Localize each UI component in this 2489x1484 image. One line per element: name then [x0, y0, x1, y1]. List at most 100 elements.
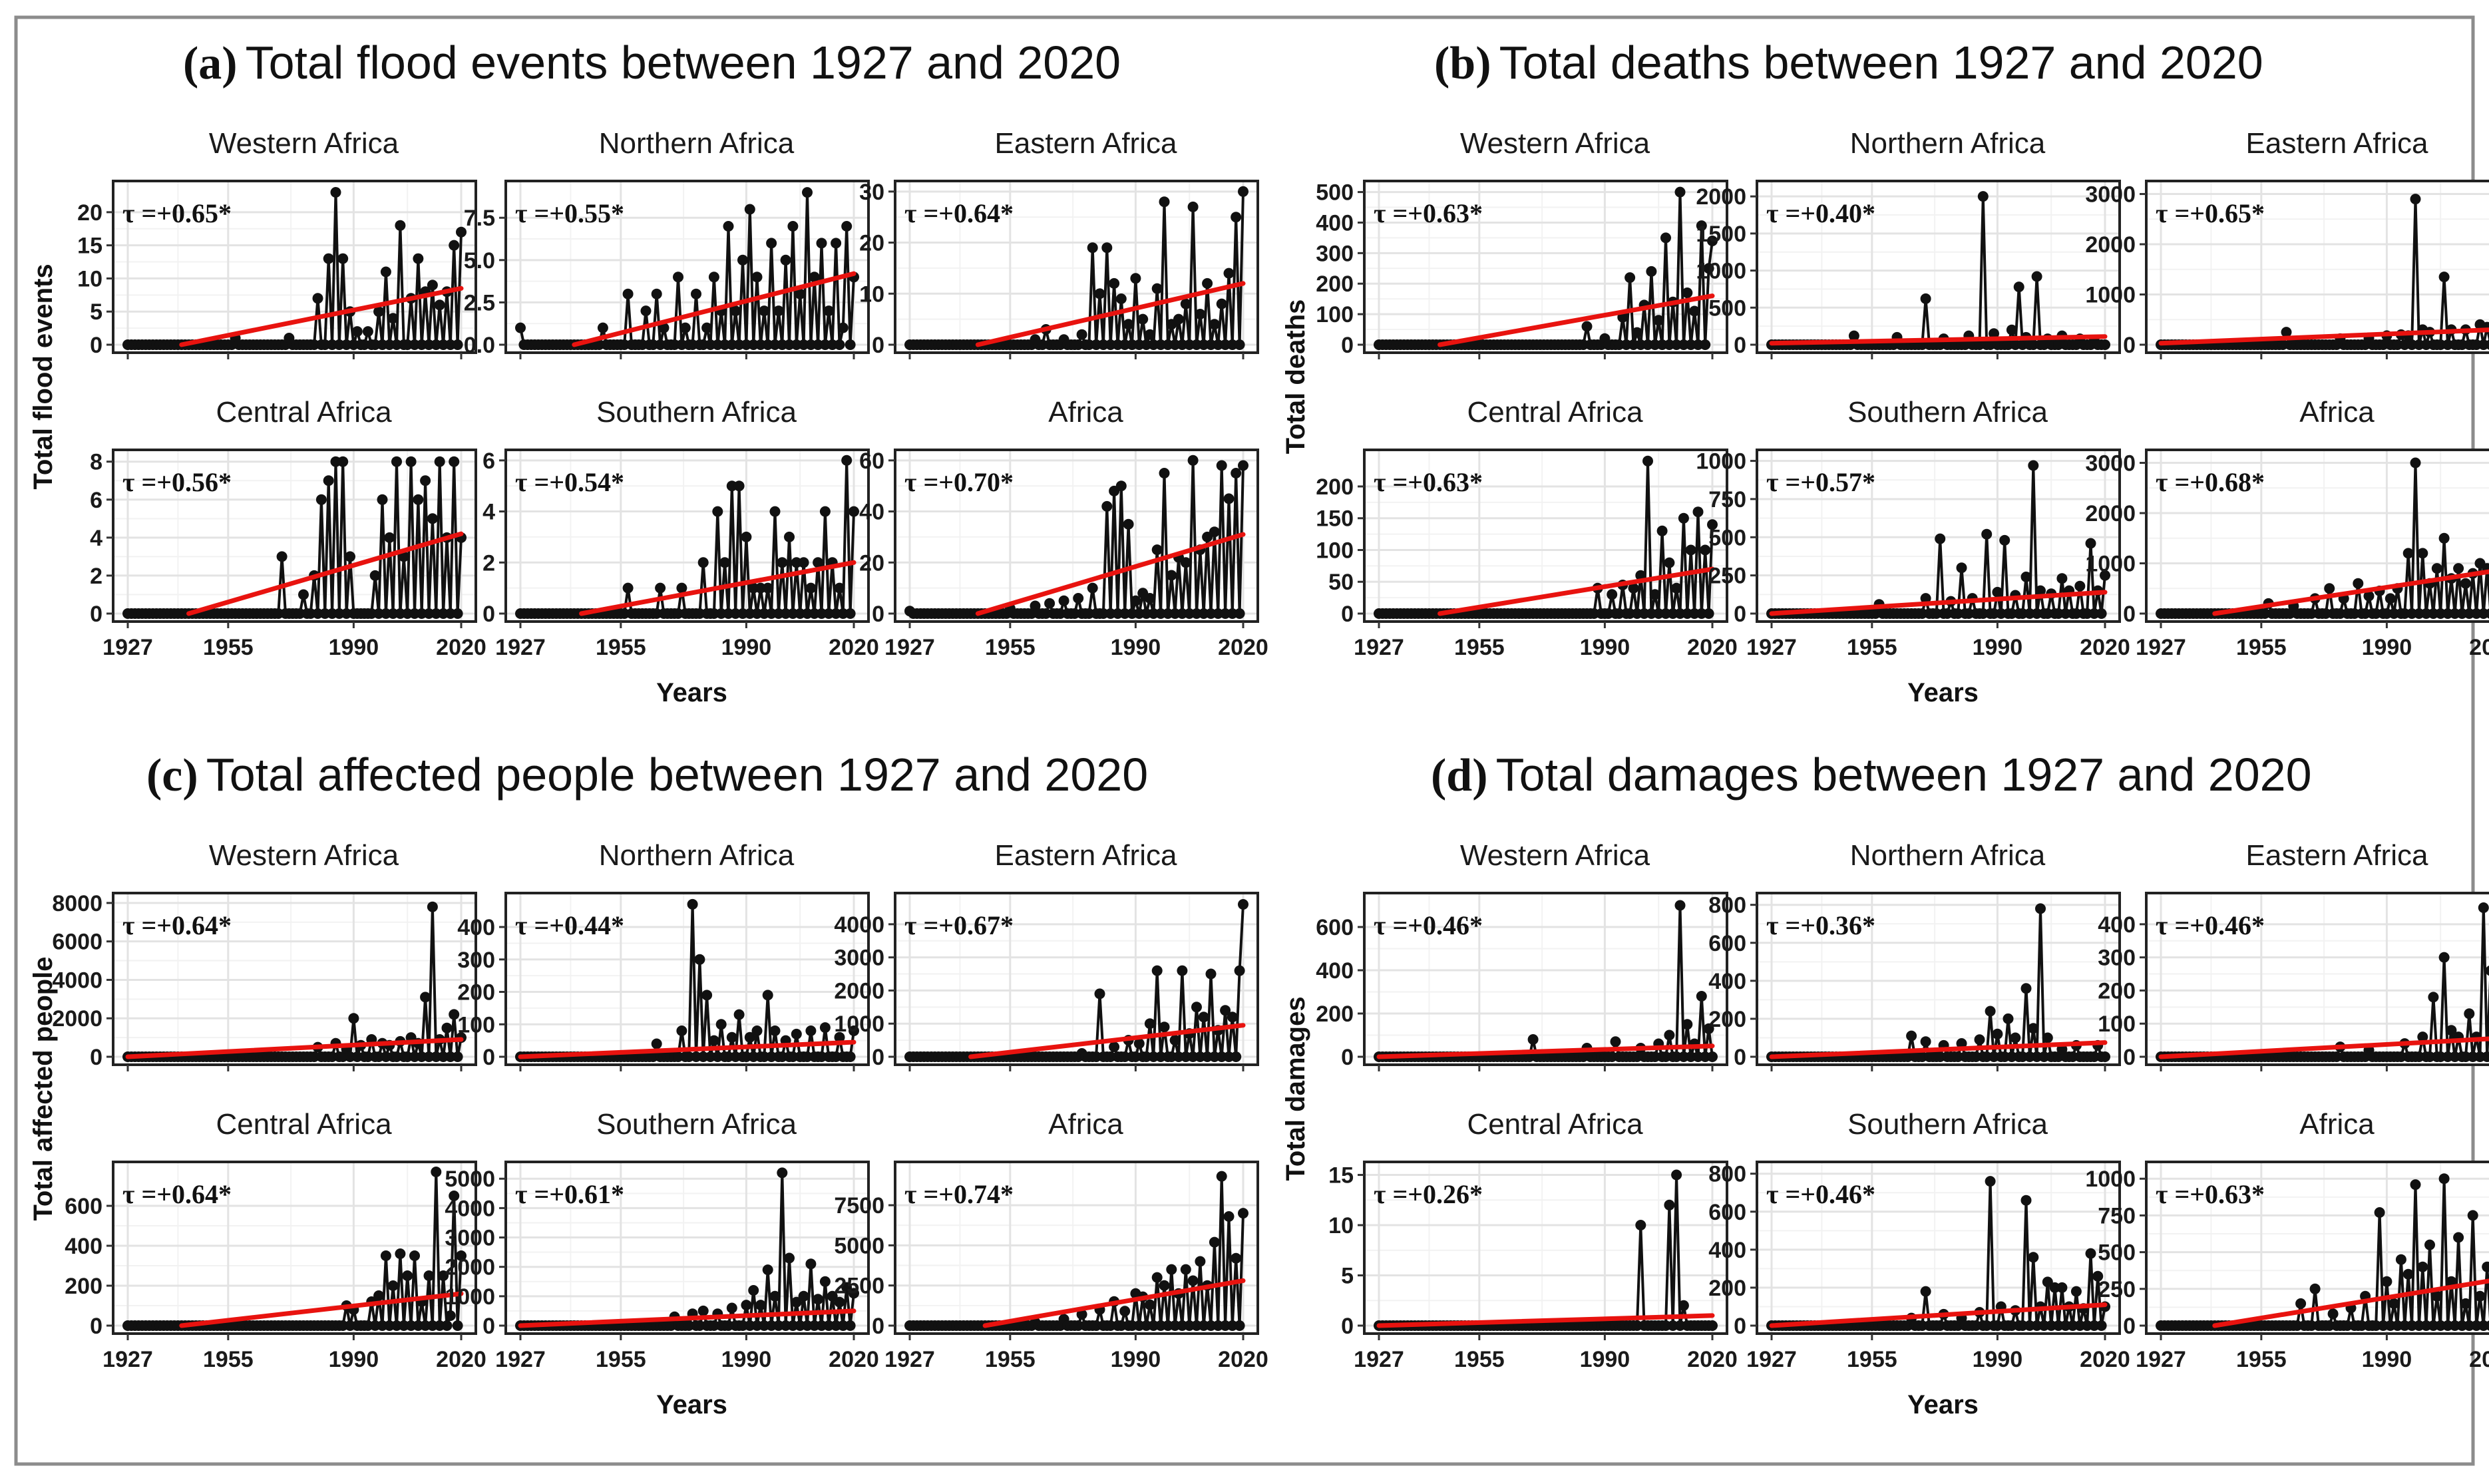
data-point — [413, 253, 424, 264]
y-tick-label: 5 — [1341, 1264, 1354, 1289]
section-label: (d) — [1431, 750, 1488, 801]
data-point — [1209, 526, 1220, 538]
data-point — [391, 456, 402, 467]
data-point — [2474, 1290, 2486, 1302]
data-point — [1109, 278, 1120, 289]
tau-annotation: τ =+0.46* — [2156, 910, 2265, 940]
y-tick-label: 600 — [1316, 915, 1354, 940]
tau-annotation: τ =+0.57* — [1766, 467, 1875, 497]
data-point — [1920, 1286, 1931, 1297]
y-tick-label: 800 — [1708, 893, 1746, 918]
x-tick-label: 1990 — [1973, 635, 2023, 660]
y-tick-label: 40 — [859, 500, 884, 525]
data-point — [841, 455, 853, 466]
data-point — [1144, 593, 1155, 604]
trend-line — [572, 271, 857, 347]
y-tick-label: 0 — [1341, 333, 1354, 358]
trend-line — [186, 531, 464, 616]
data-point — [452, 1051, 463, 1062]
data-point — [1977, 191, 1989, 202]
data-point — [1180, 557, 1191, 568]
data-point — [2453, 1232, 2464, 1243]
data-point — [413, 494, 424, 505]
x-axis-title: Years — [1907, 1390, 1979, 1419]
data-point — [655, 582, 666, 594]
x-axis-title: Years — [656, 1390, 727, 1419]
y-tick-label: 2 — [482, 550, 495, 576]
data-point — [2056, 573, 2068, 584]
data-point — [834, 582, 845, 594]
y-axis-title: Total damages — [1281, 996, 1310, 1181]
panel-flood-events-northern-africa: 0.0 2.5 5.0 7.5 τ =+0.55* Northern Africa — [464, 127, 870, 359]
x-tick-label: 1927 — [102, 635, 153, 660]
data-point — [2381, 1276, 2393, 1287]
data-point — [1906, 1030, 1917, 1041]
trend-line — [1437, 293, 1715, 347]
tau-annotation: τ =+0.67* — [904, 910, 1014, 940]
data-point — [697, 557, 709, 568]
y-tick-label: 2500 — [834, 1274, 884, 1299]
data-point — [1101, 500, 1113, 512]
data-point — [834, 1296, 845, 1308]
y-tick-label: 400 — [1708, 1238, 1746, 1263]
x-tick-label: 1955 — [596, 635, 646, 660]
y-tick-label: 750 — [1708, 487, 1746, 512]
data-point — [2417, 1261, 2428, 1272]
data-point — [2446, 1276, 2457, 1287]
data-point — [2464, 1008, 2475, 1020]
x-tick-label: 1955 — [1454, 635, 1505, 660]
panel-title: Eastern Africa — [2246, 839, 2428, 872]
data-point — [845, 1320, 856, 1331]
data-point — [423, 1270, 435, 1281]
y-tick-label: 8000 — [52, 891, 102, 916]
data-point — [691, 288, 701, 299]
data-point — [697, 1305, 709, 1316]
data-point — [337, 456, 349, 467]
trend-line — [125, 1037, 464, 1059]
y-tick-label: 0 — [1734, 333, 1746, 358]
x-tick-label: 1955 — [1847, 635, 1897, 660]
y-tick-label: 0 — [1734, 1045, 1746, 1070]
y-tick-label: 400 — [1708, 969, 1746, 994]
data-point — [769, 1290, 781, 1302]
figure-frame — [14, 15, 2475, 1466]
data-point — [1678, 1300, 1689, 1311]
trend-line — [518, 1308, 857, 1328]
panel-title: Central Africa — [216, 1108, 392, 1141]
y-tick-label: 10 — [859, 281, 884, 307]
panel-damages-central-africa: 0 5 10 15 1927 1955 1990 2020 τ =+0.26* Central A… — [1328, 1108, 1738, 1372]
data-point — [2478, 902, 2489, 913]
y-tick-label: 7.5 — [464, 206, 495, 231]
tau-annotation: τ =+0.44* — [515, 910, 624, 940]
trend-line — [1769, 1302, 2108, 1328]
data-point — [2467, 1210, 2478, 1221]
y-tick-label: 0 — [90, 1045, 102, 1070]
panel-damages-western-africa: 0 200 400 600 τ =+0.46* Western Africa — [1316, 839, 1728, 1071]
data-point — [395, 220, 406, 231]
data-point — [687, 898, 698, 910]
data-point — [1682, 1019, 1693, 1030]
data-point — [1707, 1320, 1718, 1331]
data-point — [1144, 1018, 1155, 1029]
data-point — [1151, 544, 1163, 556]
y-tick-label: 2000 — [2085, 501, 2136, 526]
data-point — [1119, 1306, 1131, 1317]
y-tick-label: 0 — [1734, 602, 1746, 627]
data-point — [1992, 1028, 2003, 1039]
x-tick-label: 2020 — [1218, 1347, 1268, 1372]
y-tick-label: 300 — [2098, 946, 2136, 971]
y-tick-label: 2000 — [2085, 232, 2136, 258]
data-point — [2438, 272, 2450, 283]
panel-title: Africa — [2299, 1108, 2375, 1141]
y-tick-label: 5 — [90, 299, 102, 325]
data-point — [373, 306, 385, 317]
data-point — [1205, 968, 1217, 980]
data-point — [1151, 965, 1163, 976]
panel-title: Africa — [2299, 396, 2375, 429]
data-point — [708, 1035, 719, 1046]
data-point — [723, 221, 734, 232]
y-tick-label: 1000 — [2085, 283, 2136, 308]
panel-title: Africa — [1048, 396, 1123, 429]
y-tick-label: 30 — [859, 180, 884, 205]
x-tick-label: 1927 — [1746, 1347, 1797, 1372]
